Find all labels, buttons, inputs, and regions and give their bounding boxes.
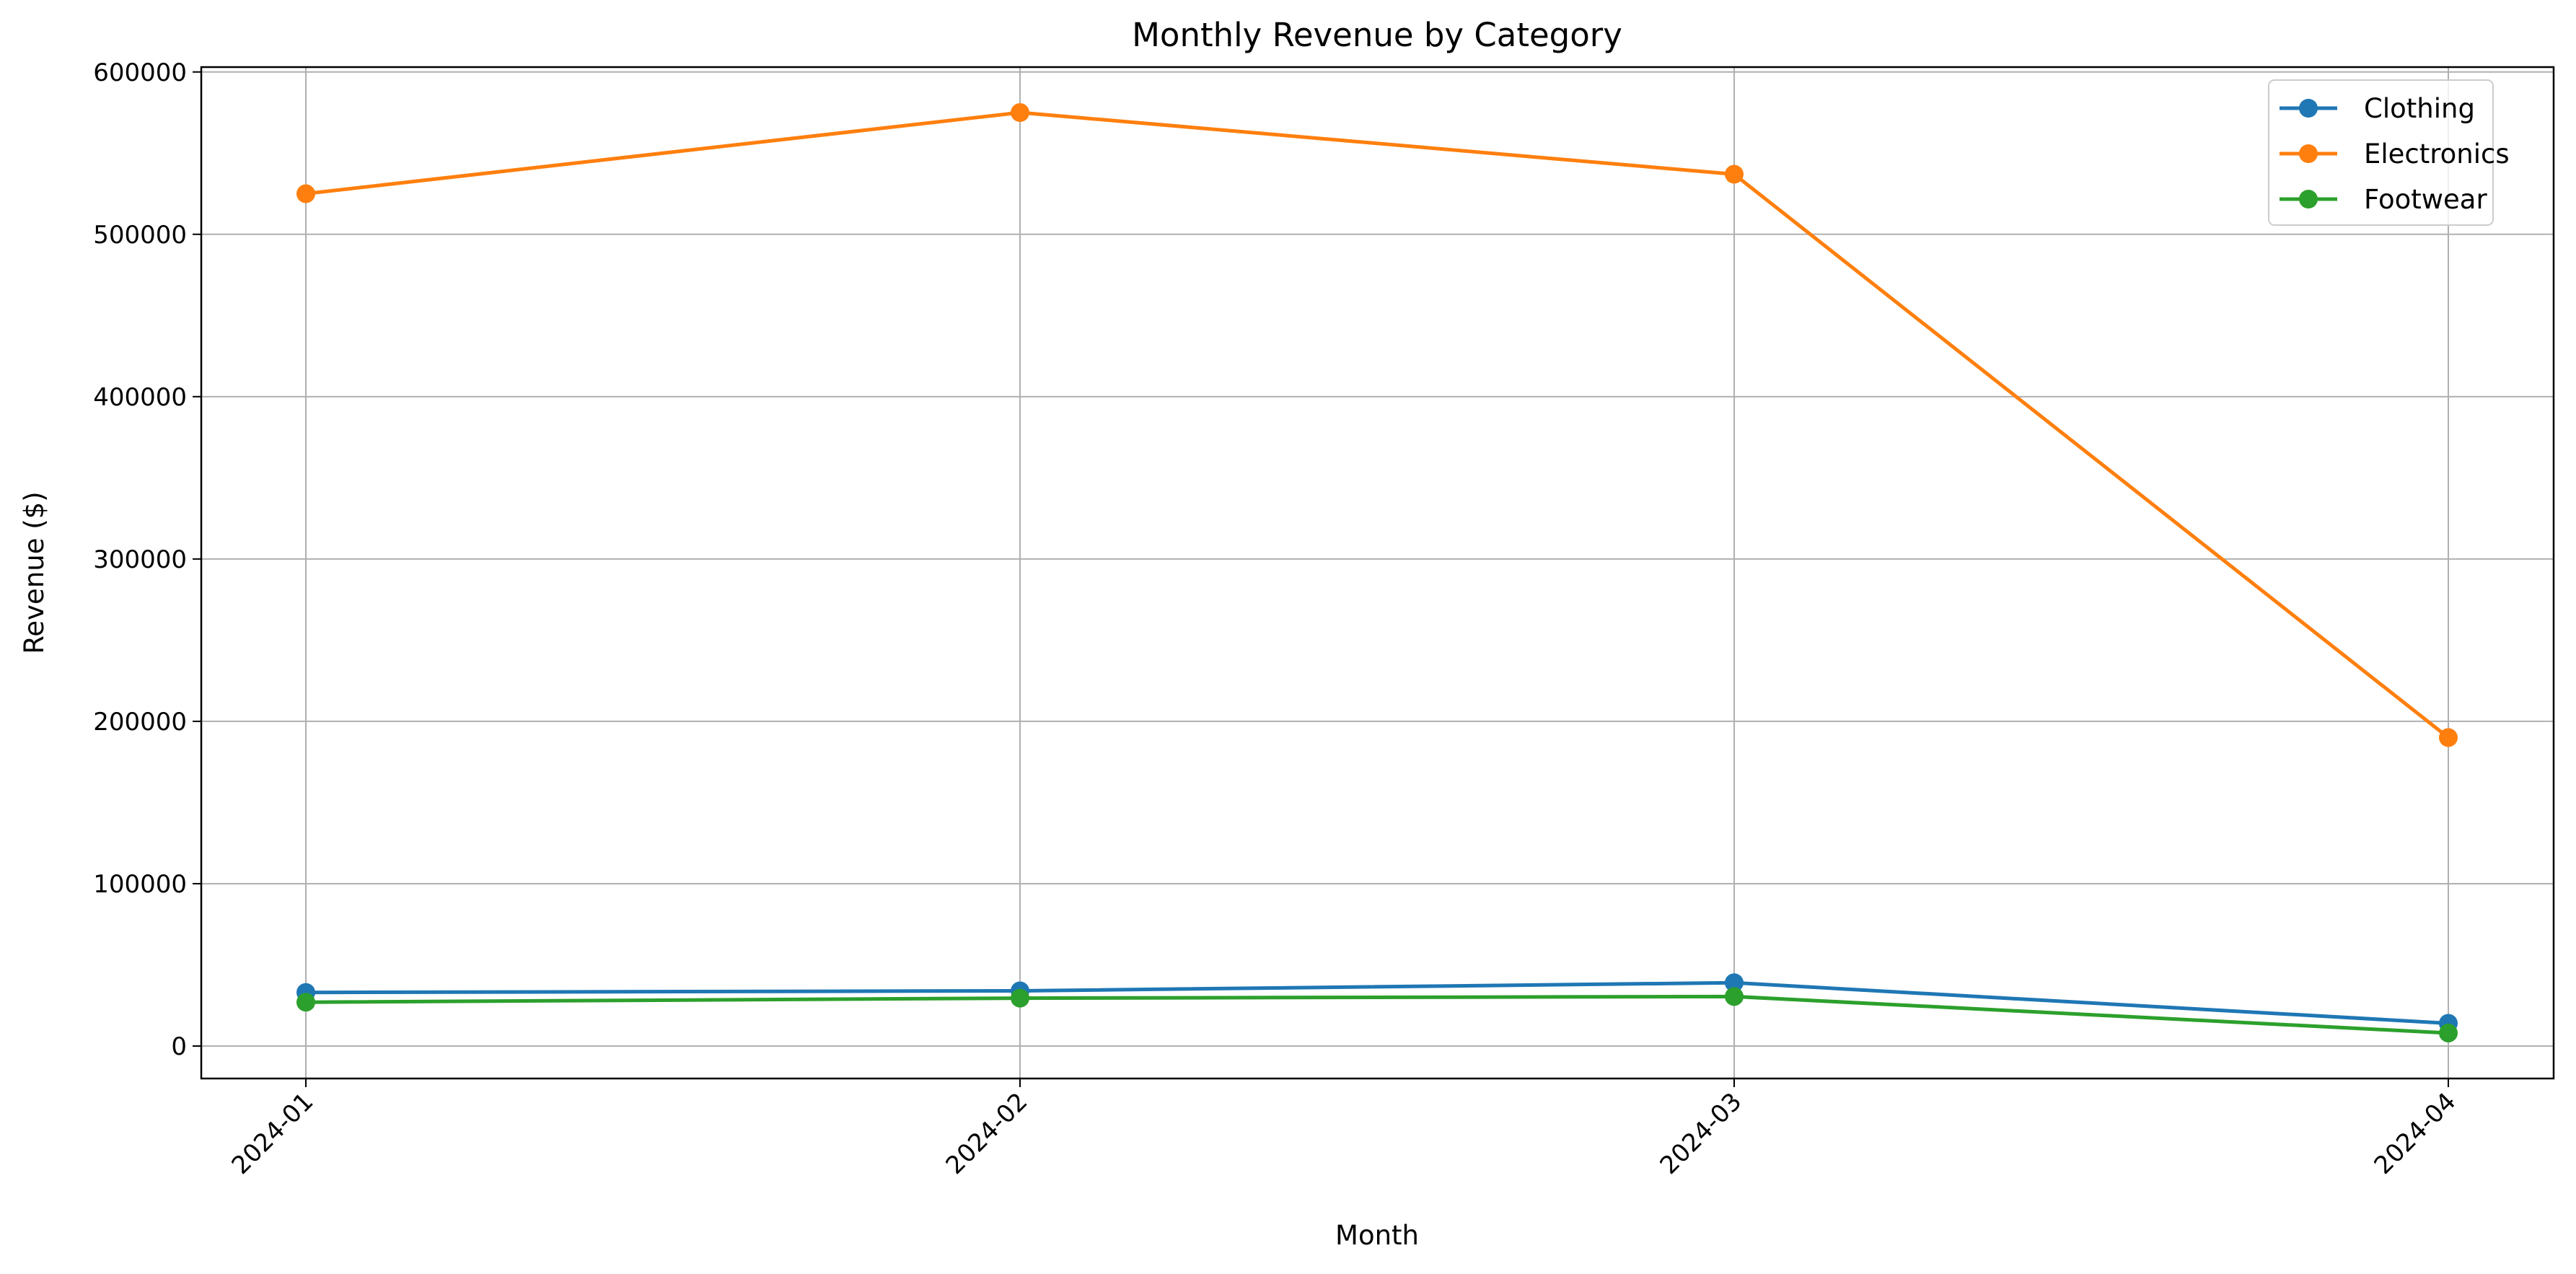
chart-title: Monthly Revenue by Category bbox=[1132, 16, 1622, 54]
y-axis-label: Revenue ($) bbox=[19, 491, 50, 654]
data-point-electronics bbox=[1011, 103, 1029, 123]
data-point-electronics bbox=[2439, 728, 2458, 747]
legend: Clothing Electronics Footwear bbox=[2268, 79, 2510, 226]
y-tick-label: 100000 bbox=[93, 870, 187, 899]
data-point-footwear bbox=[1011, 988, 1029, 1008]
grid-lines bbox=[201, 67, 2554, 1078]
y-axis-ticks: 0 100000 200000 300000 400000 500000 600000 bbox=[93, 58, 201, 1061]
data-point-electronics bbox=[1725, 164, 1744, 184]
legend-label: Electronics bbox=[2364, 139, 2510, 170]
y-tick-label: 0 bbox=[171, 1032, 187, 1061]
series-lines bbox=[296, 103, 2458, 1042]
data-point-footwear bbox=[1725, 987, 1744, 1006]
legend-swatch-marker bbox=[2299, 144, 2318, 163]
y-tick-label: 400000 bbox=[93, 383, 187, 412]
data-point-clothing bbox=[1725, 973, 1744, 993]
y-tick-label: 600000 bbox=[93, 58, 187, 87]
legend-swatch-marker bbox=[2299, 99, 2318, 118]
data-point-electronics bbox=[296, 184, 315, 203]
x-axis-label: Month bbox=[1335, 1220, 1419, 1251]
y-tick-label: 500000 bbox=[93, 221, 187, 250]
series-electronics bbox=[296, 103, 2458, 747]
y-tick-label: 200000 bbox=[93, 708, 187, 737]
data-point-footwear bbox=[296, 993, 315, 1012]
legend-item-clothing: Clothing bbox=[2280, 93, 2475, 124]
data-point-footwear bbox=[2439, 1023, 2458, 1042]
y-tick-label: 300000 bbox=[93, 545, 187, 574]
legend-box bbox=[2268, 79, 2494, 226]
series-line-clothing bbox=[305, 980, 2449, 1025]
series-line-footwear bbox=[305, 994, 2449, 1035]
series-line-electronics bbox=[305, 110, 2450, 739]
plot-area-frame bbox=[200, 66, 2555, 1080]
legend-item-footwear: Footwear bbox=[2280, 184, 2487, 215]
legend-item-electronics: Electronics bbox=[2280, 139, 2510, 170]
legend-label: Clothing bbox=[2364, 93, 2475, 124]
legend-label: Footwear bbox=[2364, 184, 2487, 215]
series-footwear bbox=[296, 987, 2458, 1042]
legend-swatch-marker bbox=[2299, 190, 2318, 208]
